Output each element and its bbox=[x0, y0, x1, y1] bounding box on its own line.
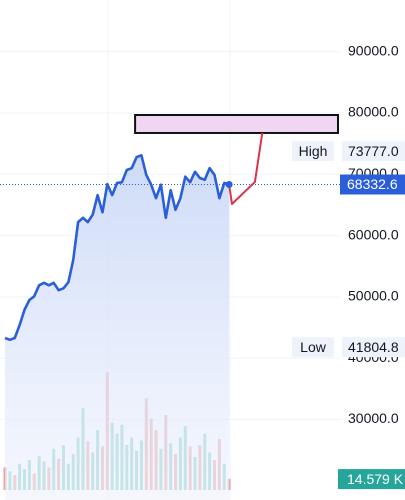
y-tick-label: 60000.0 bbox=[348, 226, 399, 242]
last-price-label: 68332.6 bbox=[347, 176, 398, 192]
low-name-box bbox=[292, 337, 334, 358]
y-tick-label: 50000.0 bbox=[348, 288, 399, 304]
high-tag bbox=[342, 141, 405, 162]
low-value: 41804.8 bbox=[348, 339, 399, 355]
zone-box bbox=[134, 114, 339, 134]
low-name: Low bbox=[300, 339, 327, 355]
volume-tag bbox=[338, 469, 405, 490]
last-point bbox=[225, 181, 233, 189]
price-area bbox=[5, 155, 230, 500]
volume-bar bbox=[227, 479, 231, 490]
high-name: High bbox=[299, 143, 328, 159]
volume-tag-label: 14.579 K bbox=[347, 471, 404, 487]
last-price-tag bbox=[340, 174, 405, 195]
price-line bbox=[4, 154, 230, 342]
high-value: 73777.0 bbox=[348, 143, 399, 159]
price-line bbox=[228, 132, 264, 205]
low-tag bbox=[342, 337, 405, 358]
y-tick-label: 80000.0 bbox=[348, 104, 399, 120]
high-name-box bbox=[292, 141, 334, 162]
y-tick-label: 30000.0 bbox=[348, 410, 399, 426]
y-tick-label: 90000.0 bbox=[348, 42, 399, 58]
